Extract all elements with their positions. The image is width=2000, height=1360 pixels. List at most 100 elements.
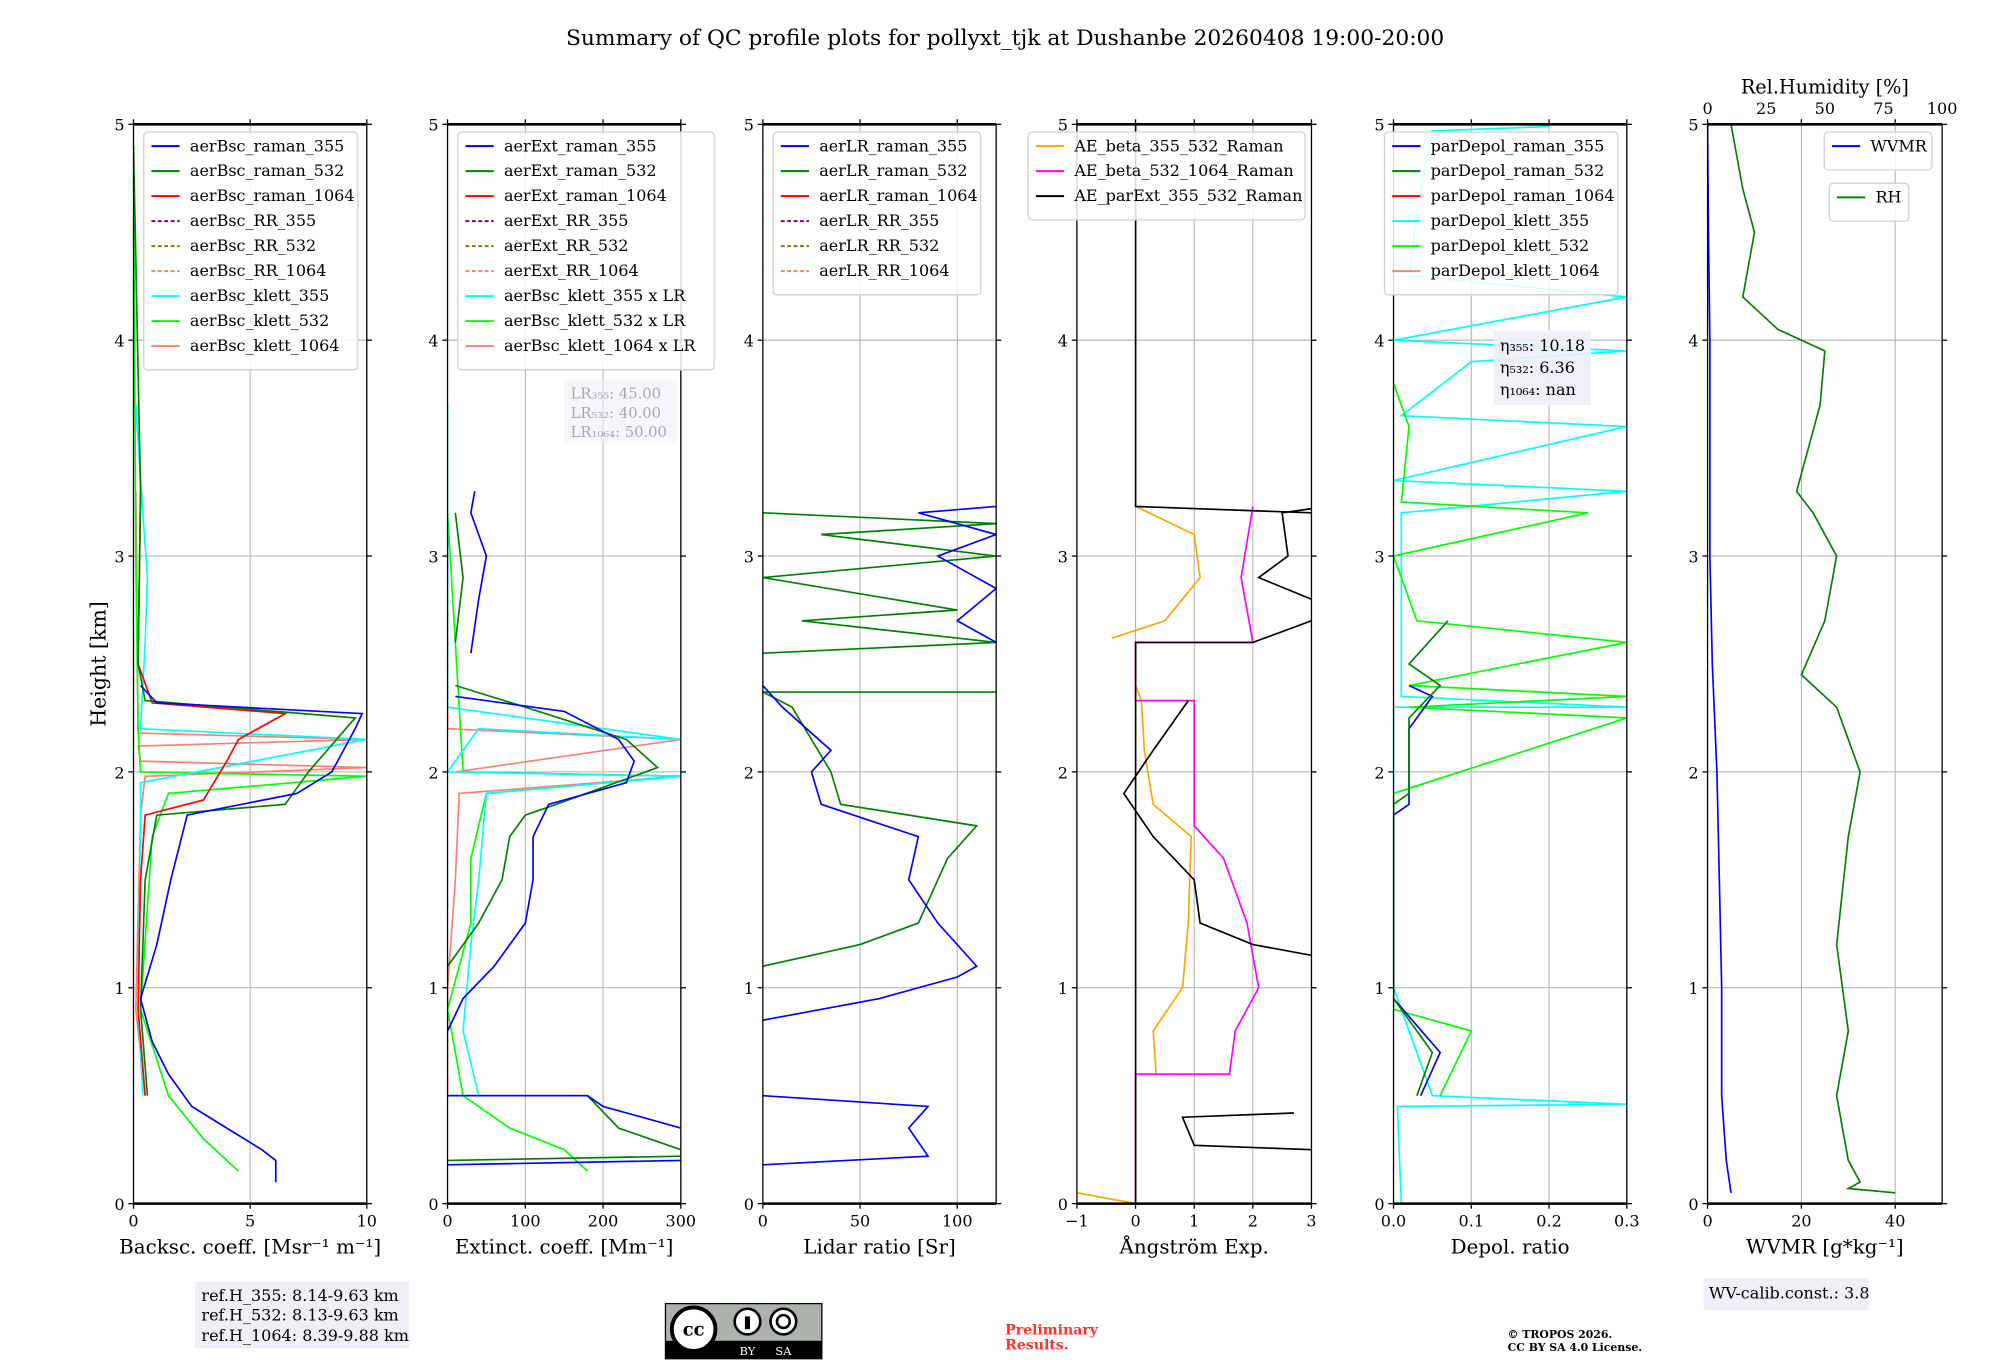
ref-height-532: ref.H_532: 8.13-9.63 km [201,1305,398,1324]
x-tick-label: 0 [758,1212,768,1231]
ref-height-355: ref.H_355: 8.14-9.63 km [201,1286,398,1305]
x-axis-label: Backsc. coeff. [Msr⁻¹ m⁻¹] [119,1236,381,1259]
legend-entry: aerLR_raman_1064 [819,186,977,205]
legend-entry: AE_parExt_355_532_Raman [1073,186,1302,205]
legend: RH [1828,182,1910,222]
x-axis-label: Lidar ratio [Sr] [803,1236,955,1259]
x-tick-label: 0.1 [1459,1212,1484,1231]
preliminary-line1: Preliminary [1005,1322,1099,1338]
y-tick-label: 4 [428,332,438,351]
x-tick-label: 0 [1702,1212,1712,1231]
y-tick-label: 3 [744,547,754,566]
legend-entry: aerExt_RR_355 [504,211,629,230]
x-tick-label: 10 [357,1212,377,1231]
y-tick-label: 2 [1374,763,1384,782]
legend-entry: aerLR_RR_532 [819,236,939,255]
legend-entry: parDepol_raman_355 [1431,136,1605,155]
legend-entry: aerExt_RR_532 [504,236,629,255]
legend-entry: aerBsc_raman_1064 [190,186,355,205]
series-line-aerext-raman-355 [447,1159,681,1166]
series-line-aerbsc-klett-532 [133,145,367,1172]
axes-frame [1706,123,1943,1205]
legend-entry: aerExt_RR_1064 [504,261,639,280]
top-x-tick-label: 0 [1702,99,1712,118]
y-axis-label: Height [km] [86,601,110,727]
x-tick-label: 20 [1791,1212,1811,1231]
legend-entry: aerBsc_RR_532 [190,236,316,255]
by-logo-text: BY [740,1344,756,1358]
copyright-line2: CC BY SA 4.0 License. [1508,1341,1642,1354]
series-line-aerbsc-raman-1064 [137,491,288,1096]
legend-entry: RH [1875,188,1901,207]
eta-value: η₁₀₆₄: nan [1500,380,1576,399]
y-tick-label: 4 [1688,332,1698,351]
y-tick-label: 3 [114,547,124,566]
series-line-aerext-raman-532 [447,1155,681,1162]
legend-entry: aerLR_raman_355 [819,136,967,155]
series-line-aerext-raman-532 [447,1094,681,1151]
series-line-ae-beta-355-532-raman [1134,685,1193,1075]
series-line-ae-beta-355-532-raman [1111,505,1201,639]
series-line-aerlr-raman-355 [918,505,997,644]
y-tick-label: 1 [1058,979,1068,998]
y-tick-label: 0 [1688,1195,1698,1214]
y-tick-label: 1 [114,979,124,998]
legend-entry: aerBsc_klett_1064 x LR [504,336,696,355]
legend-entry: aerBsc_klett_532 x LR [504,311,686,330]
x-tick-label: 3 [1306,1212,1316,1231]
legend-entry: aerLR_RR_1064 [819,261,949,280]
series-line-aerext-raman-355 [447,1094,681,1129]
sa-logo-text: SA [775,1344,792,1358]
y-tick-label: 2 [428,763,438,782]
y-tick-label: 5 [1374,116,1384,135]
series-line-ae-parext-355-532-raman [1134,619,1312,1204]
series-line-aerext-raman-355 [447,695,636,1032]
y-tick-label: 4 [744,332,754,351]
x-tick-label: 50 [850,1212,870,1231]
top-x-tick-label: 25 [1756,99,1776,118]
legend-entry: aerBsc_klett_532 [190,311,329,330]
series-line-aerext-raman-532 [447,684,660,967]
y-tick-label: 1 [1374,979,1384,998]
panel-1: 0 5 10 0 1 2 3 4 5 Backsc. coeff. [Msr⁻¹ m⁻¹] aerB… [114,116,381,1259]
x-tick-label: 2 [1248,1212,1258,1231]
series-line-aerbsc-klett-355-x-lr [447,404,681,1096]
legend-entry: aerBsc_raman_532 [190,161,344,180]
sa-share-icon [769,1307,798,1336]
y-tick-label: 4 [114,332,124,351]
series-line-aerbsc-klett-355 [134,404,367,1096]
x-tick-label: 0.2 [1536,1212,1561,1231]
cc-logo-text: cc [683,1320,705,1341]
figure-title: Summary of QC profile plots for pollyxt_… [566,26,1444,51]
y-tick-label: 4 [1374,332,1384,351]
series-line-aerbsc-klett-1064 [134,491,367,1096]
panel-5: 0.0 0.1 0.2 0.3 0 1 2 3 4 5 Depol. ratio parDepol_r… [1374,116,1639,1259]
series-line-ae-parext-355-532-raman [1122,700,1312,957]
x-tick-label: 5 [245,1212,255,1231]
x-tick-label: 0.0 [1381,1212,1406,1231]
x-tick-label: 0.3 [1614,1212,1639,1231]
x-axis-label: WVMR [g*kg⁻¹] [1746,1236,1904,1259]
eta-value: η₅₃₂: 6.36 [1500,358,1575,377]
y-tick-label: 5 [1688,116,1698,135]
legend-entry: aerBsc_klett_355 x LR [504,286,686,305]
y-tick-label: 2 [114,763,124,782]
y-tick-label: 5 [1058,116,1068,135]
series-line-ae-beta-532-1064-raman [1134,506,1260,1204]
legend-entry: parDepol_raman_1064 [1431,186,1615,205]
ref-height-1064: ref.H_1064: 8.39-9.88 km [201,1326,409,1345]
lr-value: LR₁₀₆₄: 50.00 [571,424,667,441]
legend-entry: aerExt_raman_532 [504,161,657,180]
series-line-ae-parext-355-532-raman [1181,1112,1312,1151]
legend-entry: parDepol_klett_532 [1431,236,1590,255]
x-tick-label: 40 [1885,1212,1905,1231]
legend-entry: aerBsc_klett_355 [190,286,329,305]
y-tick-label: 5 [428,116,438,135]
x-tick-label: 300 [666,1212,697,1231]
legend-entry: aerBsc_RR_1064 [190,261,327,280]
series-line-ae-parext-355-532-raman [1256,507,1312,601]
top-x-tick-label: 100 [1927,99,1958,118]
series-line-ae-beta-355-532-raman [1076,1192,1136,1204]
y-tick-label: 3 [1374,547,1384,566]
